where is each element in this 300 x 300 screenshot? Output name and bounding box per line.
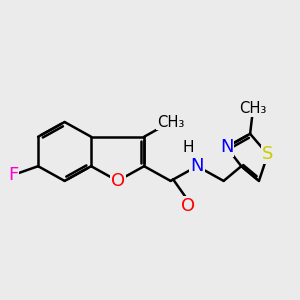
Text: O: O <box>181 197 195 215</box>
Text: F: F <box>8 166 18 184</box>
Text: N: N <box>220 138 233 156</box>
Text: O: O <box>110 172 125 190</box>
Text: CH₃: CH₃ <box>157 115 184 130</box>
Text: H: H <box>182 140 194 154</box>
Text: S: S <box>262 146 274 164</box>
Text: N: N <box>190 157 204 175</box>
Text: CH₃: CH₃ <box>239 101 267 116</box>
